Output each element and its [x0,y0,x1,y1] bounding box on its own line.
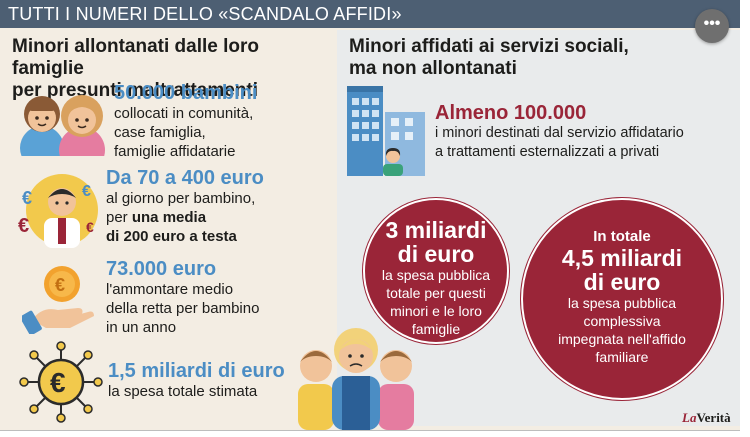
stat-annual-desc: l'ammontare medio della retta per bambin… [106,280,259,337]
infographic-title: TUTTI I NUMERI DELLO «SCANDALO AFFIDI» [8,4,402,24]
svg-text:€: € [86,219,94,235]
svg-text:€: € [55,275,65,295]
circle-line: famiglie [411,321,461,337]
circle-line: totale per questi [386,285,486,301]
desc-line: al giorno per bambino, [106,190,256,207]
infographic: TUTTI I NUMERI DELLO «SCANDALO AFFIDI» M… [0,0,740,430]
logo-la: La [682,410,697,425]
stat-annual: 73.000 euro [106,258,217,280]
svg-text:€: € [50,367,66,398]
circle-line: la spesa pubblica [381,267,491,283]
left-title-line2: per presunti maltrattamenti [12,80,258,101]
desc-line: la spesa totale stimata [108,383,258,400]
stat-almeno-desc: i minori destinati dal servizio affidata… [435,124,684,162]
circle-top-line: In totale [593,228,651,245]
coin-hand-icon: € [22,266,94,334]
svg-text:€: € [22,188,32,208]
circle-line: impegnata nell'affido [558,331,686,347]
more-options-button[interactable]: ••• [695,9,729,43]
desc-bold: di 200 euro a testa [106,228,237,245]
circle-line: minori e le loro [390,303,482,319]
stat-bambini-desc: collocati in comunità, case famiglia, fa… [114,104,253,161]
right-panel: Minori affidati ai servizi sociali, ma n… [337,30,740,426]
svg-text:€: € [82,183,91,200]
left-section-title: Minori allontanati dalle loro famiglie p… [12,36,336,102]
stat-euro-range: Da 70 a 400 euro [106,167,264,189]
logo-name: Verità [696,410,731,425]
circle-line: la spesa pubblica [567,295,677,311]
desc-line: a trattamenti esternalizzati a privati [435,144,660,160]
circle-big-line: di euro [397,241,475,267]
euro-network-icon: € [19,341,103,423]
stat-total-estimated-desc: la spesa totale stimata [108,382,257,401]
stat-bambini: 50.000 bambini [114,82,258,104]
desc-line: collocati in comunità, [114,105,254,122]
circle-line: complessiva [583,313,661,329]
svg-text:€: € [18,215,29,237]
desc-line: famiglie affidatarie [114,143,236,160]
desc-line: i minori destinati dal servizio affidata… [435,125,684,141]
bottom-divider [0,430,740,431]
circle-line: familiare [595,349,649,365]
desc-bold: una media [131,209,207,226]
circle-4-5-miliardi: In totale 4,5 miliardi di euro la spesa … [521,198,723,400]
desc-line: in un anno [106,319,177,336]
right-title-line2: ma non allontanati [349,58,517,79]
left-panel: Minori allontanati dalle loro famiglie p… [8,30,336,426]
stat-euro-range-desc: al giorno per bambino, per una media di … [106,189,255,246]
circle-big-line: 4,5 miliardi [561,245,683,271]
left-title-line1: Minori allontanati dalle loro famiglie [12,36,260,79]
desc-line: case famiglia, [114,124,206,141]
circle-big-line: 3 miliardi [385,217,487,243]
stat-almeno: Almeno 100.000 [435,102,587,124]
desc-line: l'ammontare medio [106,281,234,298]
desc-line: per [106,209,132,226]
stat-total-estimated: 1,5 miliardi di euro [108,360,285,382]
right-section-title: Minori affidati ai servizi sociali, ma n… [349,36,629,80]
social-services-building-icon [347,86,425,176]
right-title-line1: Minori affidati ai servizi sociali, [349,36,629,57]
desc-line: della retta per bambino [106,300,260,317]
header-bar: TUTTI I NUMERI DELLO «SCANDALO AFFIDI» [0,0,740,28]
la-verita-logo: LaVerità [682,410,731,426]
family-illustration [298,328,414,430]
children-icon [20,95,105,156]
euro-person-icon: € € € € [18,174,98,248]
circle-big-line: di euro [583,269,661,295]
circle-3-miliardi: 3 miliardi di euro la spesa pubblica tot… [363,198,509,344]
